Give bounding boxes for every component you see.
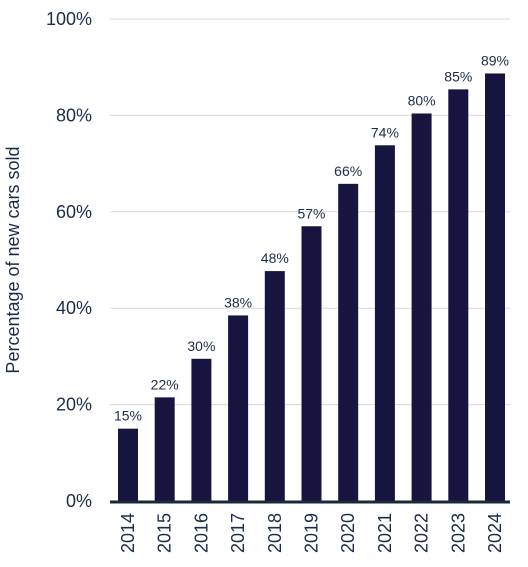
bar-2022 (411, 113, 432, 502)
x-tick-label-2015: 2015 (155, 513, 175, 553)
y-tick-label: 60% (56, 202, 92, 222)
x-tick-label-2023: 2023 (448, 513, 468, 553)
bar-2023 (448, 89, 469, 501)
x-tick-label-2022: 2022 (412, 513, 432, 553)
x-tick-label-2021: 2021 (375, 513, 395, 553)
x-tick-label-2024: 2024 (485, 513, 505, 553)
y-tick-label: 100% (46, 9, 92, 29)
x-tick-label-2016: 2016 (191, 513, 211, 553)
data-label-2024: 89% (481, 52, 509, 68)
bar-2021 (374, 145, 395, 501)
y-axis-tick-labels: 0% 20% 40% 60% 80% 100% (46, 9, 92, 511)
x-tick-label-2019: 2019 (302, 513, 322, 553)
data-label-2021: 74% (371, 124, 399, 140)
bar-2015 (154, 397, 175, 501)
x-tick-label-2014: 2014 (118, 513, 138, 553)
data-labels: 15% 22% 30% 38% 48% 57% 66% 74% 80% 85% 89% (114, 52, 509, 423)
y-tick-label: 40% (56, 298, 92, 318)
y-tick-label: 20% (56, 395, 92, 415)
bar-2016 (191, 358, 212, 501)
bar-2024 (485, 73, 505, 501)
data-label-2018: 48% (261, 250, 289, 266)
x-tick-label-2018: 2018 (265, 513, 285, 553)
bar-2018 (264, 271, 285, 501)
bar-2014 (118, 428, 138, 501)
data-label-2019: 57% (297, 205, 325, 221)
bar-2017 (228, 315, 249, 501)
gridlines (110, 18, 510, 406)
x-tick-label-2020: 2020 (338, 513, 358, 553)
y-tick-label: 80% (56, 105, 92, 125)
bar-2019 (301, 226, 322, 501)
data-label-2023: 85% (444, 68, 472, 84)
bars (118, 73, 505, 502)
data-label-2020: 66% (334, 163, 362, 179)
x-axis-tick-labels: 2014 2015 2016 2017 2018 2019 2020 2021 2022 2023… (118, 513, 505, 553)
data-label-2015: 22% (151, 376, 179, 392)
y-tick-label: 0% (66, 491, 92, 511)
data-label-2014: 15% (114, 408, 142, 424)
bar-2020 (338, 183, 359, 501)
y-axis-title: Percentage of new cars sold (3, 146, 23, 373)
x-tick-label-2017: 2017 (228, 513, 248, 553)
data-label-2017: 38% (224, 294, 252, 310)
data-label-2022: 80% (408, 92, 436, 108)
data-label-2016: 30% (187, 338, 215, 354)
